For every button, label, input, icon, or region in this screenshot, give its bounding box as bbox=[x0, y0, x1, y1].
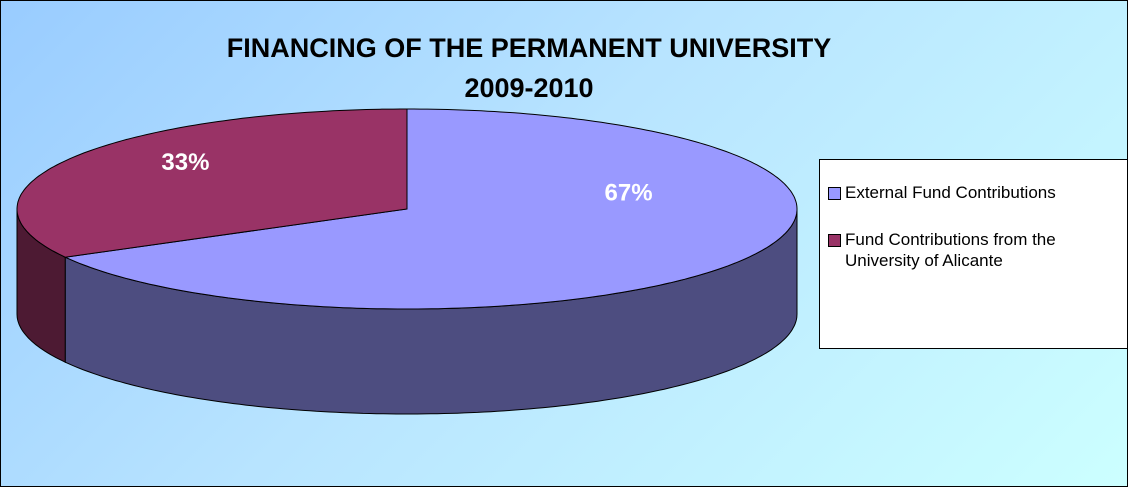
chart-subtitle: 2009-2010 bbox=[464, 73, 593, 103]
legend-swatch bbox=[828, 234, 841, 247]
legend-swatch bbox=[828, 187, 841, 200]
chart-title: FINANCING OF THE PERMANENT UNIVERSITY bbox=[227, 33, 832, 63]
legend-entry: External Fund Contributions bbox=[828, 182, 1127, 203]
legend-label: Fund Contributions from the University o… bbox=[845, 230, 1056, 270]
legend-entry: Fund Contributions from the University o… bbox=[828, 229, 1127, 271]
pie-slice bbox=[16, 108, 408, 258]
pie-slice bbox=[63, 108, 798, 310]
legend: External Fund Contributions Fund Contribu… bbox=[819, 159, 1127, 349]
legend-label: External Fund Contributions bbox=[845, 183, 1056, 202]
data-label: 33% bbox=[161, 149, 209, 176]
data-label: 67% bbox=[605, 180, 653, 207]
